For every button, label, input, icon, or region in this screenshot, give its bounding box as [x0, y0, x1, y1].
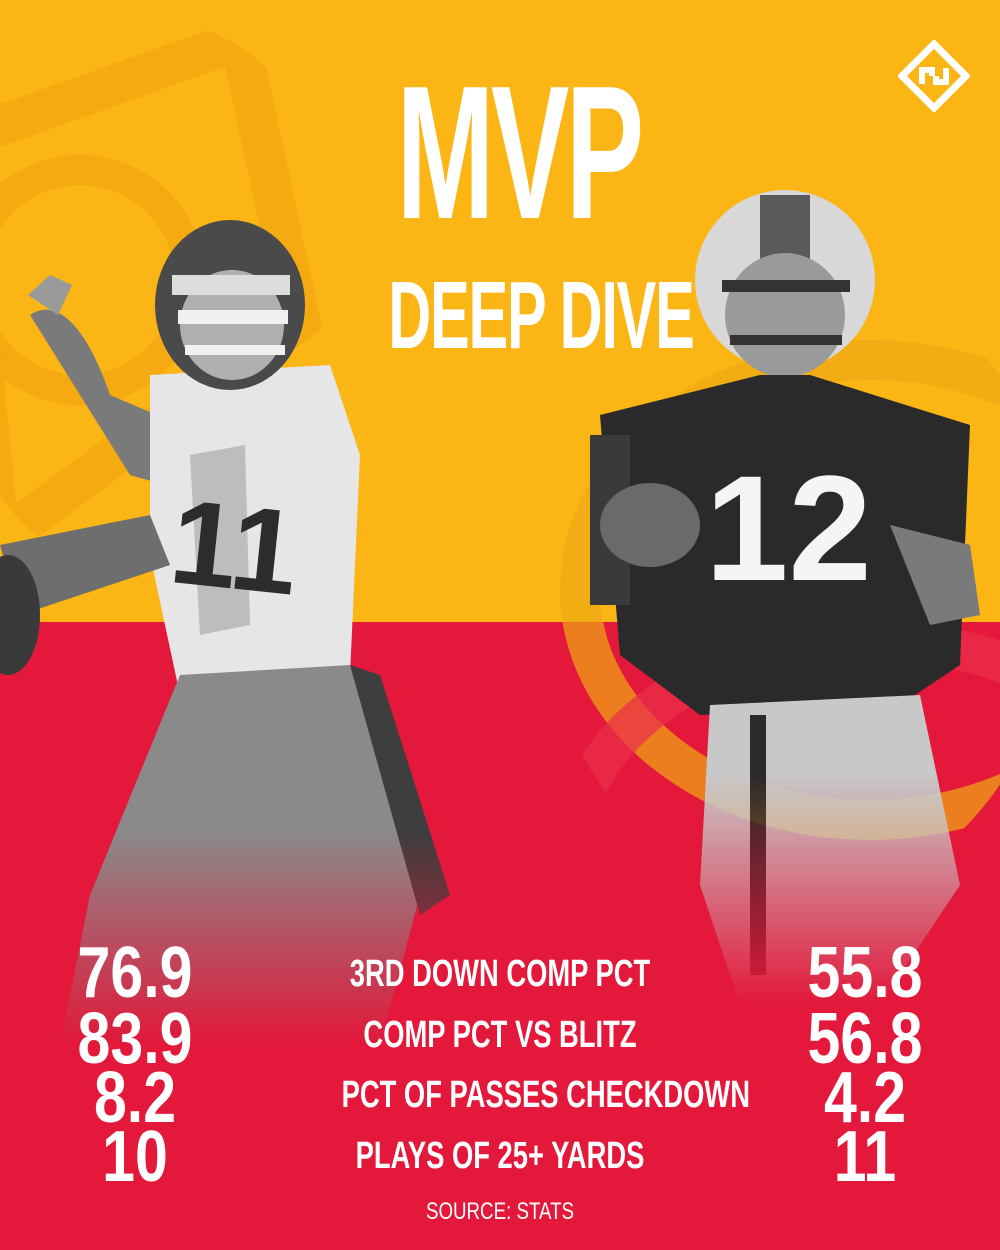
stat-label: PLAYS OF 25+ YARDS	[355, 1135, 645, 1177]
page-title: MVP	[396, 47, 644, 259]
stat-label: 3RD DOWN COMP PCT	[349, 953, 651, 995]
right-stat-value: 56.8	[807, 999, 923, 1079]
stat-label: PCT OF PASSES CHECKDOWN	[341, 1074, 750, 1116]
left-stat-value: 76.9	[77, 933, 193, 1013]
right-player-photo: 12	[590, 190, 980, 1005]
source-credit: SOURCE: STATS	[425, 1198, 575, 1225]
left-stat-value: 83.9	[77, 999, 193, 1079]
left-jersey-number: 11	[164, 474, 304, 621]
right-jersey-number: 12	[705, 444, 872, 612]
right-stat-value: 55.8	[807, 933, 923, 1013]
left-stat-value: 8.2	[93, 1058, 177, 1138]
right-stat-value: 4.2	[823, 1058, 907, 1138]
left-player-photo: 11	[0, 220, 450, 1045]
page-subtitle: DEEP DIVE	[388, 262, 695, 369]
sporting-news-logo-icon	[898, 40, 970, 112]
right-stat-value: 11	[833, 1117, 897, 1197]
stat-label: COMP PCT VS BLITZ	[363, 1014, 637, 1056]
left-stat-value: 10	[102, 1117, 168, 1197]
